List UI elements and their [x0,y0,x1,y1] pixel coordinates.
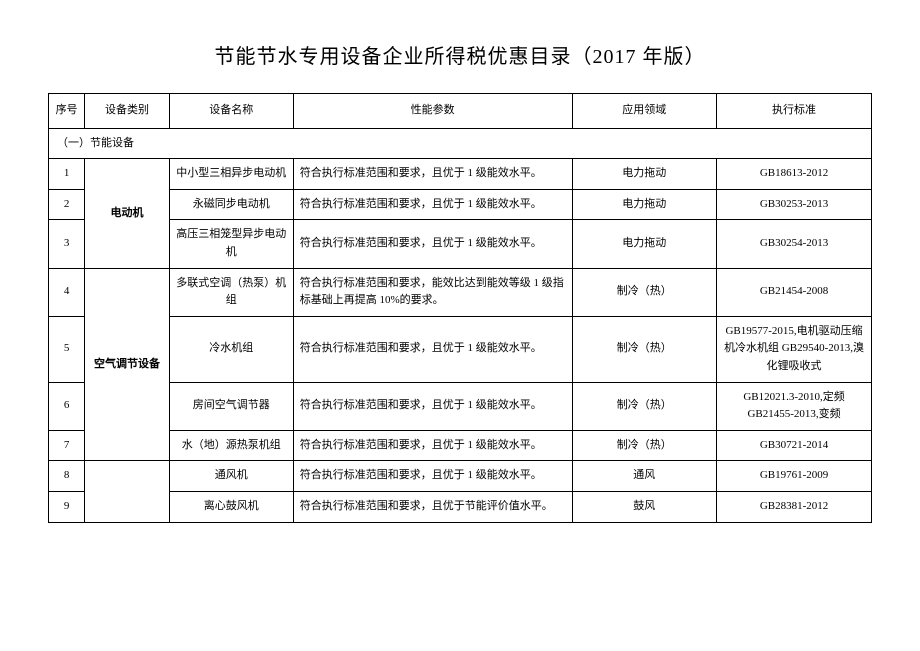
cell-name: 离心鼓风机 [169,491,293,522]
cell-seq: 2 [49,189,85,220]
cell-seq: 3 [49,220,85,268]
header-domain: 应用领域 [572,94,717,129]
cell-standard: GB12021.3-2010,定频 GB21455-2013,变频 [717,382,872,430]
section-label: （一）节能设备 [49,128,872,159]
cell-domain: 通风 [572,461,717,492]
cell-name: 多联式空调（热泵）机组 [169,268,293,316]
table-row: 1 电动机 中小型三相异步电动机 符合执行标准范围和要求，且优于 1 级能效水平… [49,159,872,190]
cell-domain: 制冷（热） [572,382,717,430]
table-row: 5 冷水机组 符合执行标准范围和要求，且优于 1 级能效水平。 制冷（热） GB… [49,316,872,382]
cell-domain: 电力拖动 [572,159,717,190]
cell-standard: GB19577-2015,电机驱动压缩机冷水机组 GB29540-2013,溴化… [717,316,872,382]
cell-param: 符合执行标准范围和要求，且优于 1 级能效水平。 [293,316,572,382]
cell-name: 房间空气调节器 [169,382,293,430]
header-param: 性能参数 [293,94,572,129]
cell-domain: 鼓风 [572,491,717,522]
cell-domain: 电力拖动 [572,220,717,268]
cell-name: 水（地）源热泵机组 [169,430,293,461]
cell-standard: GB30721-2014 [717,430,872,461]
header-standard: 执行标准 [717,94,872,129]
cell-standard: GB28381-2012 [717,491,872,522]
cell-seq: 8 [49,461,85,492]
cell-param: 符合执行标准范围和要求，且优于节能评价值水平。 [293,491,572,522]
table-header-row: 序号 设备类别 设备名称 性能参数 应用领域 执行标准 [49,94,872,129]
cell-seq: 9 [49,491,85,522]
header-name: 设备名称 [169,94,293,129]
cell-param: 符合执行标准范围和要求，且优于 1 级能效水平。 [293,430,572,461]
cell-domain: 制冷（热） [572,268,717,316]
cell-seq: 7 [49,430,85,461]
cell-domain: 制冷（热） [572,430,717,461]
table-row: 4 空气调节设备 多联式空调（热泵）机组 符合执行标准范围和要求，能效比达到能效… [49,268,872,316]
cell-domain: 制冷（热） [572,316,717,382]
cell-standard: GB30254-2013 [717,220,872,268]
cell-param: 符合执行标准范围和要求，且优于 1 级能效水平。 [293,382,572,430]
table-row: 6 房间空气调节器 符合执行标准范围和要求，且优于 1 级能效水平。 制冷（热）… [49,382,872,430]
cell-param: 符合执行标准范围和要求，能效比达到能效等级 1 级指标基础上再提高 10%的要求… [293,268,572,316]
cell-standard: GB19761-2009 [717,461,872,492]
section-row-1: （一）节能设备 [49,128,872,159]
cell-param: 符合执行标准范围和要求，且优于 1 级能效水平。 [293,189,572,220]
cell-name: 冷水机组 [169,316,293,382]
cell-seq: 4 [49,268,85,316]
cell-param: 符合执行标准范围和要求，且优于 1 级能效水平。 [293,220,572,268]
cell-param: 符合执行标准范围和要求，且优于 1 级能效水平。 [293,461,572,492]
cell-standard: GB30253-2013 [717,189,872,220]
cell-standard: GB18613-2012 [717,159,872,190]
cell-seq: 1 [49,159,85,190]
table-row: 9 离心鼓风机 符合执行标准范围和要求，且优于节能评价值水平。 鼓风 GB283… [49,491,872,522]
cell-name: 通风机 [169,461,293,492]
cell-param: 符合执行标准范围和要求，且优于 1 级能效水平。 [293,159,572,190]
cell-name: 永磁同步电动机 [169,189,293,220]
cell-category-empty [85,461,170,522]
page-title: 节能节水专用设备企业所得税优惠目录（2017 年版） [48,40,872,69]
header-category: 设备类别 [85,94,170,129]
cell-name: 中小型三相异步电动机 [169,159,293,190]
table-row: 7 水（地）源热泵机组 符合执行标准范围和要求，且优于 1 级能效水平。 制冷（… [49,430,872,461]
table-row: 8 通风机 符合执行标准范围和要求，且优于 1 级能效水平。 通风 GB1976… [49,461,872,492]
cell-name: 高压三相笼型异步电动机 [169,220,293,268]
table-row: 3 高压三相笼型异步电动机 符合执行标准范围和要求，且优于 1 级能效水平。 电… [49,220,872,268]
cell-category-aircond: 空气调节设备 [85,268,170,461]
header-seq: 序号 [49,94,85,129]
cell-seq: 6 [49,382,85,430]
catalog-table: 序号 设备类别 设备名称 性能参数 应用领域 执行标准 （一）节能设备 1 电动… [48,93,872,523]
cell-seq: 5 [49,316,85,382]
cell-domain: 电力拖动 [572,189,717,220]
cell-standard: GB21454-2008 [717,268,872,316]
table-row: 2 永磁同步电动机 符合执行标准范围和要求，且优于 1 级能效水平。 电力拖动 … [49,189,872,220]
cell-category-motor: 电动机 [85,159,170,268]
